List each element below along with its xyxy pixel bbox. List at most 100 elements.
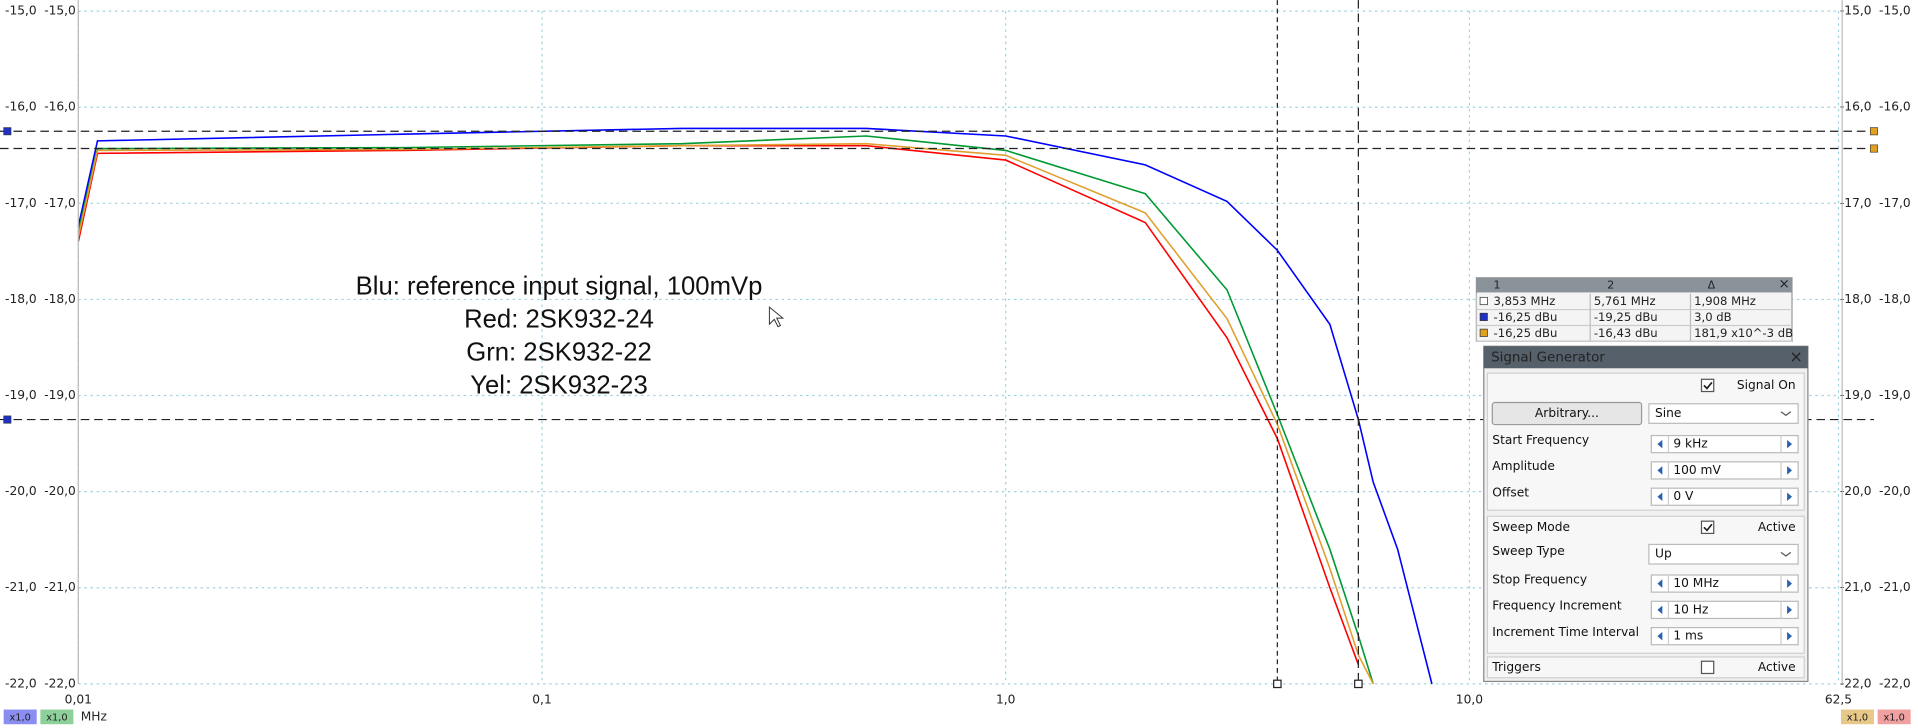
cursor-handle[interactable] [3, 415, 12, 424]
spin-field[interactable] [1650, 461, 1799, 480]
cursor-handle[interactable] [3, 127, 12, 136]
field-value: 9 kHz [1673, 437, 1707, 451]
table-header-cell: 1 [1494, 279, 1501, 292]
checkmark [1703, 523, 1713, 532]
annotation: Grn: 2SK932-22 [466, 338, 652, 366]
spin-left[interactable] [1657, 492, 1663, 501]
y-tick-label: -19,0 [1879, 388, 1911, 402]
table-close: × [1779, 277, 1790, 292]
field-label: Offset [1492, 486, 1529, 500]
dropdown-arrow [1780, 551, 1792, 557]
section [1486, 656, 1805, 679]
spin-right[interactable] [1787, 466, 1793, 475]
x-tick-label: 62,5 [1825, 692, 1852, 706]
y-tick-label: -20,0 [44, 484, 76, 498]
x-tick-label: 1,0 [996, 692, 1015, 706]
checkbox-label: Active [1758, 520, 1796, 534]
y-tick-label: -19,0 [44, 388, 76, 402]
field-value: 1 ms [1673, 629, 1703, 643]
field-value: 0 V [1673, 489, 1694, 503]
x-tick-label: 0,01 [65, 692, 92, 706]
y-tick-label: -17,0 [5, 196, 37, 210]
y-tick-label: -21,0 [44, 580, 76, 594]
field-value: 10 Hz [1673, 602, 1708, 616]
y-tick-label: -21,0 [5, 580, 37, 594]
spin-field[interactable] [1650, 487, 1799, 506]
dropdown[interactable] [1648, 543, 1799, 565]
y-tick-label: -16,0 [5, 100, 37, 114]
panel-title: Signal Generator [1491, 350, 1605, 365]
y-tick-label: -22,0 [1840, 676, 1872, 690]
cursors [0, 0, 1878, 689]
spin-left[interactable] [1657, 439, 1663, 449]
annotation: Yel: 2SK932-23 [470, 371, 647, 399]
y-tick-label: -17,0 [1879, 196, 1911, 210]
y-tick-label: -17,0 [1840, 196, 1872, 210]
dropdown-value: Sine [1655, 406, 1681, 420]
table-cell: 3,0 dB [1694, 310, 1732, 324]
y-tick-label: -21,0 [1840, 580, 1872, 594]
scale-badge [1877, 709, 1911, 725]
table-cell: 5,761 MHz [1594, 294, 1656, 308]
trace [77, 135, 1374, 685]
traces [77, 127, 1433, 685]
table-header-cell: 2 [1607, 279, 1614, 292]
table-cell: 3,853 MHz [1494, 294, 1556, 308]
cursor-handle[interactable] [1869, 144, 1878, 153]
field-value: 100 mV [1673, 463, 1721, 477]
spin-right[interactable] [1787, 631, 1793, 641]
axes: -15,0 -15,0 -15,0 -15,0 -16,0 -16,0 -16,0 -16,0… [3, 0, 1911, 725]
y-tick-label: -18,0 [1879, 292, 1911, 306]
table-header [1476, 277, 1793, 293]
spin-left[interactable] [1657, 579, 1663, 588]
table-cell: -19,25 dBu [1594, 310, 1658, 324]
checkbox[interactable] [1700, 660, 1715, 675]
y-tick-label: -20,0 [1879, 484, 1911, 498]
field-label: Frequency Increment [1492, 599, 1622, 613]
cursor-handle[interactable] [1869, 127, 1878, 136]
checkbox[interactable] [1700, 378, 1715, 393]
spin-left[interactable] [1657, 466, 1663, 475]
spin-right[interactable] [1787, 605, 1793, 615]
spin-right[interactable] [1787, 579, 1793, 588]
y-tick-label: -20,0 [1840, 484, 1872, 498]
y-tick-label: -15,0 [44, 4, 76, 18]
field-label: Start Frequency [1492, 433, 1589, 447]
spin-right[interactable] [1787, 492, 1793, 501]
spin-field[interactable] [1650, 600, 1799, 620]
arbitrary-button[interactable] [1491, 401, 1643, 426]
y-tick-label: -18,0 [1840, 292, 1872, 306]
y-tick-label: -16,0 [44, 100, 76, 114]
spin-left[interactable] [1657, 631, 1663, 641]
button-label: Arbitrary... [1535, 406, 1599, 420]
spin-right[interactable] [1787, 439, 1793, 449]
spin-field[interactable] [1650, 574, 1799, 593]
section-label: Triggers [1491, 660, 1541, 674]
x-tick-label: 0,1 [532, 692, 551, 706]
dropdown-arrow [1780, 411, 1792, 417]
x-tick-label: 10,0 [1456, 692, 1483, 706]
scale-badge-label: x1,0 [1883, 713, 1904, 724]
y-tick-label: -16,0 [1840, 100, 1872, 114]
dropdown[interactable] [1648, 403, 1799, 424]
table-cell: 181,9 x10^-3 dB [1694, 326, 1793, 340]
y-tick-label: -15,0 [1879, 4, 1911, 18]
checkbox-label: Active [1758, 660, 1796, 674]
table-cell: 1,908 MHz [1694, 294, 1756, 308]
field-label: Stop Frequency [1492, 572, 1587, 586]
trace [77, 127, 1433, 685]
panel-close[interactable]: × [1790, 347, 1803, 366]
y-tick-label: -17,0 [44, 196, 76, 210]
spin-field[interactable] [1650, 626, 1799, 646]
spin-field[interactable] [1650, 434, 1799, 454]
scale-badge [3, 709, 37, 725]
annotation: Red: 2SK932-24 [464, 305, 654, 333]
checkbox[interactable] [1700, 520, 1715, 535]
scale-badge-label: x1,0 [1847, 713, 1868, 724]
cursor-table: 1 2 Δ × 3,853 MHz 5,761 MHz 1,908 MHz -16,25 d… [1475, 277, 1793, 342]
scale-badge [40, 709, 74, 725]
cursor-handle[interactable] [1273, 679, 1282, 689]
y-tick-label: -22,0 [5, 676, 37, 690]
spin-left[interactable] [1657, 605, 1663, 615]
cursor-handle[interactable] [1354, 679, 1363, 689]
